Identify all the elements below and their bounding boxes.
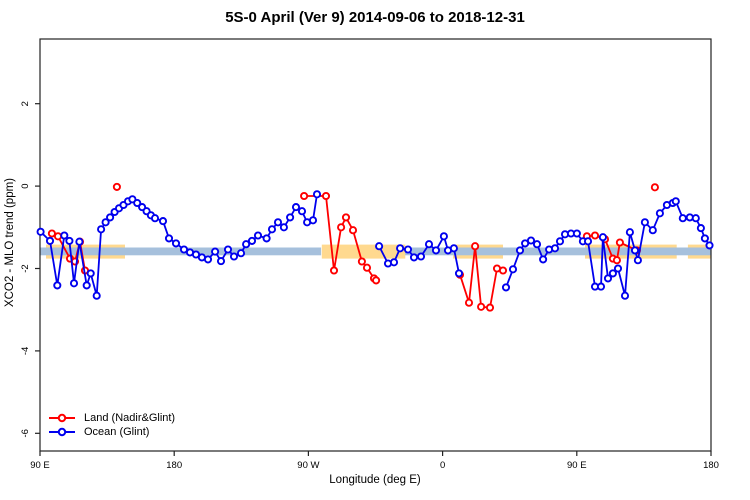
svg-text:-6: -6 [20, 429, 31, 437]
svg-text:180: 180 [166, 460, 182, 471]
y-axis-label: XCO2 - MLO trend (ppm) [4, 178, 16, 308]
svg-text:180: 180 [703, 460, 719, 471]
svg-text:90 W: 90 W [297, 460, 319, 471]
legend-entry-land: Land (Nadir&Glint) [47, 411, 175, 425]
svg-text:0: 0 [20, 183, 31, 188]
svg-text:90 E: 90 E [567, 460, 587, 471]
svg-text:-4: -4 [20, 347, 31, 355]
x-axis-label: Longitude (deg E) [329, 474, 421, 486]
svg-text:2: 2 [20, 101, 31, 106]
svg-text:-2: -2 [20, 264, 31, 272]
legend-label-land: Land (Nadir&Glint) [84, 412, 176, 424]
svg-text:90 E: 90 E [30, 460, 50, 471]
svg-text:0: 0 [440, 460, 445, 471]
legend-label-ocean: Ocean (Glint) [84, 426, 150, 438]
legend-swatch-land-icon [49, 413, 75, 423]
legend-swatch-ocean-icon [49, 427, 75, 437]
chart-title: 5S-0 April (Ver 9) 2014-09-06 to 2018-12… [225, 9, 525, 26]
legend: Land (Nadir&Glint) Ocean (Glint) [47, 411, 175, 439]
legend-entry-ocean: Ocean (Glint) [47, 425, 175, 439]
